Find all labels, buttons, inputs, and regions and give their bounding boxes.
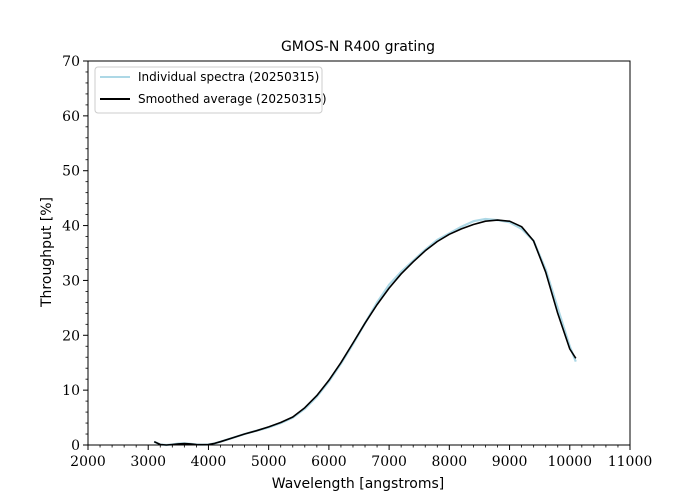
y-tick-label: 40 xyxy=(62,219,80,235)
y-tick-label: 20 xyxy=(62,328,80,344)
y-tick-label: 50 xyxy=(62,164,80,180)
x-tick-label: 2000 xyxy=(70,454,106,470)
y-tick-label: 0 xyxy=(71,438,80,454)
plot-frame xyxy=(87,60,631,446)
legend-label-smoothed: Smoothed average (20250315) xyxy=(138,92,327,106)
y-tick-label: 60 xyxy=(62,109,80,125)
x-tick-label: 6000 xyxy=(311,454,347,470)
x-tick-label: 4000 xyxy=(191,454,227,470)
chart-title: GMOS-N R400 grating xyxy=(281,39,435,55)
x-axis-label: Wavelength [angstroms] xyxy=(272,476,445,492)
x-tick-label: 7000 xyxy=(371,454,407,470)
x-tick-label: 5000 xyxy=(251,454,287,470)
legend: Individual spectra (20250315) Smoothed a… xyxy=(94,66,327,114)
series-line-0 xyxy=(153,217,577,447)
y-tick-label: 30 xyxy=(62,273,80,289)
x-tick-label: 8000 xyxy=(432,454,468,470)
series-layer xyxy=(153,217,577,447)
series-line-1 xyxy=(153,219,577,446)
x-tick-label: 9000 xyxy=(492,454,528,470)
y-tick-label: 10 xyxy=(62,383,80,399)
x-tick-label: 11000 xyxy=(608,454,653,470)
x-tick-label: 3000 xyxy=(130,454,166,470)
y-tick-label: 70 xyxy=(62,54,80,70)
legend-label-individual: Individual spectra (20250315) xyxy=(138,70,319,84)
legend-box xyxy=(94,66,323,114)
ticks-layer: 2000 3000 4000 5000 6000 7000 8000 9000 10000 110… xyxy=(62,54,652,470)
y-axis-label: Throughput [%] xyxy=(39,197,55,308)
x-tick-label: 10000 xyxy=(548,454,593,470)
